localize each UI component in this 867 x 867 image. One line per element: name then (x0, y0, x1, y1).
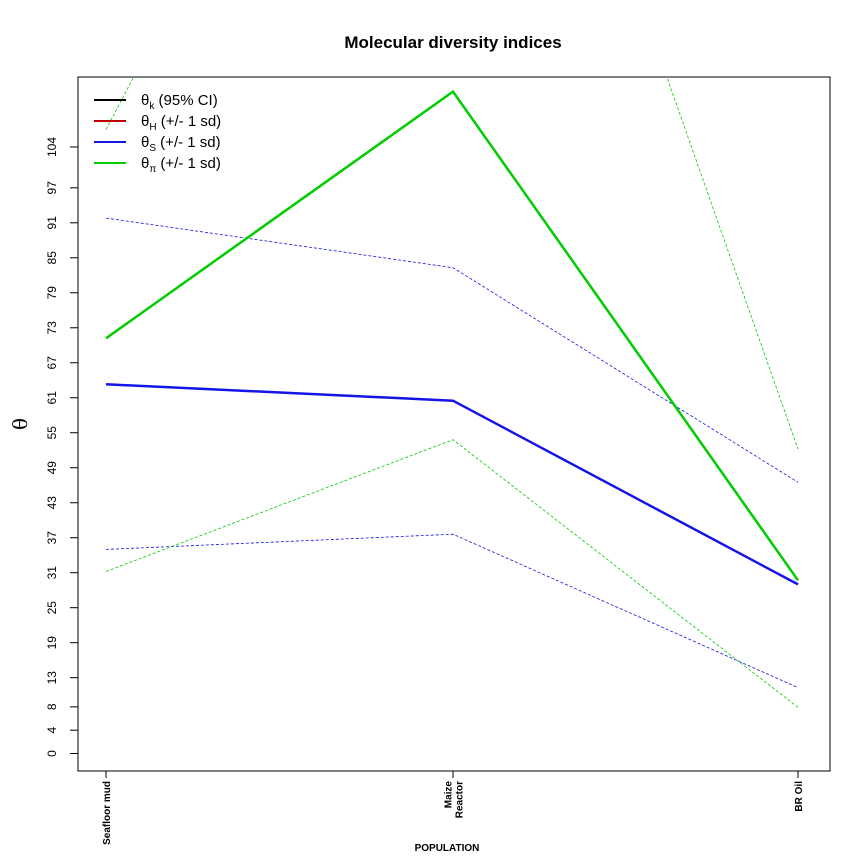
y-tick-label-2: 8 (45, 703, 59, 710)
y-tick-label-12: 67 (45, 356, 59, 370)
series-line-2 (105, 533, 799, 688)
series-line-5 (105, 439, 799, 708)
y-tick-label-3: 13 (45, 671, 59, 685)
series-layer (105, 77, 800, 708)
y-tick-label-7: 37 (45, 531, 59, 545)
plot-frame (77, 76, 831, 772)
x-axis: Seafloor mud Maize Reactor BR Oil (102, 771, 805, 845)
legend-entry-1: θH (+/- 1 sd) (141, 113, 221, 133)
y-tick-label-6: 31 (45, 566, 59, 580)
y-tick-label-4: 19 (45, 636, 59, 650)
x-category-label-1: Maize Reactor (444, 781, 466, 819)
series-line-4 (105, 77, 799, 450)
x-category-label-0: Seafloor mud (102, 781, 113, 845)
y-tick-label-9: 49 (45, 461, 59, 475)
x-category-label-line: BR Oil (794, 781, 805, 812)
y-tick-label-15: 85 (45, 251, 59, 265)
x-category-label-line: Reactor (455, 781, 466, 818)
y-tick-label-5: 25 (45, 601, 59, 615)
y-tick-label-1: 4 (45, 727, 59, 734)
y-axis: 0 4 8 13 19 25 31 37 43 49 55 61 67 73 79 85 91 97 104 (45, 137, 78, 757)
x-category-label-2: BR Oil (794, 781, 805, 812)
chart-title: Molecular diversity indices (344, 33, 561, 52)
y-tick-label-10: 55 (45, 426, 59, 440)
y-tick-label-16: 91 (45, 216, 59, 230)
series-line-3 (105, 89, 800, 582)
x-category-label-line: Seafloor mud (102, 781, 113, 845)
y-tick-label-8: 43 (45, 496, 59, 510)
legend-entry-3: θπ (+/- 1 sd) (141, 155, 221, 175)
y-tick-label-11: 61 (45, 391, 59, 405)
x-axis-label: POPULATION (415, 843, 480, 854)
x-category-label-line: Maize (444, 781, 455, 809)
y-tick-label-17: 97 (45, 181, 59, 195)
legend-entry-2: θS (+/- 1 sd) (141, 134, 221, 154)
series-line-1 (105, 217, 799, 483)
y-tick-label-18: 104 (45, 137, 59, 157)
legend: θk (95% CI)θH (+/- 1 sd)θS (+/- 1 sd)θπ … (94, 92, 221, 175)
legend-entry-0: θk (95% CI) (141, 92, 218, 112)
y-tick-label-13: 73 (45, 321, 59, 335)
y-axis-label: θ (8, 418, 32, 430)
y-tick-label-14: 79 (45, 286, 59, 300)
y-tick-label-0: 0 (45, 750, 59, 757)
series-line-0 (105, 383, 799, 586)
